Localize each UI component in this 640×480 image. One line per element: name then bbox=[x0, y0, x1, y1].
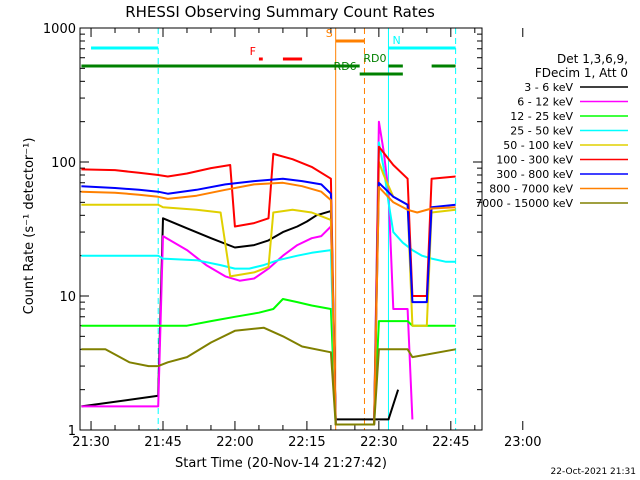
legend-header-1: Det 1,3,6,9, bbox=[557, 52, 628, 66]
timestamp: 22-Oct-2021 21:31 bbox=[551, 467, 636, 477]
y-tick-label: 100 bbox=[51, 156, 76, 171]
legend-header-2: FDecim 1, Att 0 bbox=[535, 66, 628, 80]
annotation-label: N bbox=[392, 34, 400, 47]
legend-label: 6 - 12 keV bbox=[517, 96, 573, 109]
annotation-label: F bbox=[250, 45, 256, 58]
series-line bbox=[81, 298, 456, 426]
x-tick-label: 21:30 bbox=[72, 435, 109, 450]
chart-title: RHESSI Observing Summary Count Rates bbox=[125, 3, 435, 21]
legend-label: 12 - 25 keV bbox=[510, 110, 573, 123]
x-axis-label: Start Time (20-Nov-14 21:27:42) bbox=[175, 456, 387, 471]
x-tick-label: 22:15 bbox=[288, 435, 325, 450]
annotation-label: RD0 bbox=[363, 52, 386, 65]
x-tick-label: 22:45 bbox=[432, 435, 469, 450]
series-line bbox=[81, 120, 414, 426]
x-tick-label: 21:45 bbox=[144, 435, 181, 450]
legend-label: 800 - 7000 keV bbox=[489, 183, 573, 196]
series-line bbox=[81, 145, 456, 426]
annotation-bars: N S F RD0 RD6 bbox=[81, 27, 456, 76]
annotation-label: S bbox=[326, 27, 333, 40]
y-axis-label: Count Rate (s⁻¹ detector⁻¹) bbox=[22, 138, 37, 315]
series-lines bbox=[81, 120, 456, 426]
axis-ticks: 21:30 21:45 22:00 22:15 22:30 22:45 23:00 1 10 10… bbox=[43, 22, 542, 450]
y-tick-label: 1 bbox=[68, 424, 76, 439]
plot-frame bbox=[79, 27, 483, 431]
annotation-label: RD6 bbox=[334, 60, 357, 73]
series-line bbox=[81, 181, 456, 426]
legend-label: 3 - 6 keV bbox=[524, 81, 573, 94]
x-tick-label: 23:00 bbox=[504, 435, 541, 450]
series-line bbox=[81, 326, 456, 426]
legend-label: 50 - 100 keV bbox=[503, 139, 573, 152]
y-tick-label: 1000 bbox=[43, 22, 76, 37]
legend: Det 1,3,6,9, FDecim 1, Att 0 3 - 6 keV 6 … bbox=[475, 52, 628, 210]
legend-label: 100 - 300 keV bbox=[496, 154, 573, 167]
legend-label: 300 - 800 keV bbox=[496, 168, 573, 181]
legend-label: 7000 - 15000 keV bbox=[475, 197, 573, 210]
series-line bbox=[81, 177, 456, 426]
legend-label: 25 - 50 keV bbox=[510, 125, 573, 138]
y-tick-label: 10 bbox=[59, 290, 76, 305]
x-tick-label: 22:00 bbox=[216, 435, 253, 450]
x-tick-label: 22:30 bbox=[360, 435, 397, 450]
